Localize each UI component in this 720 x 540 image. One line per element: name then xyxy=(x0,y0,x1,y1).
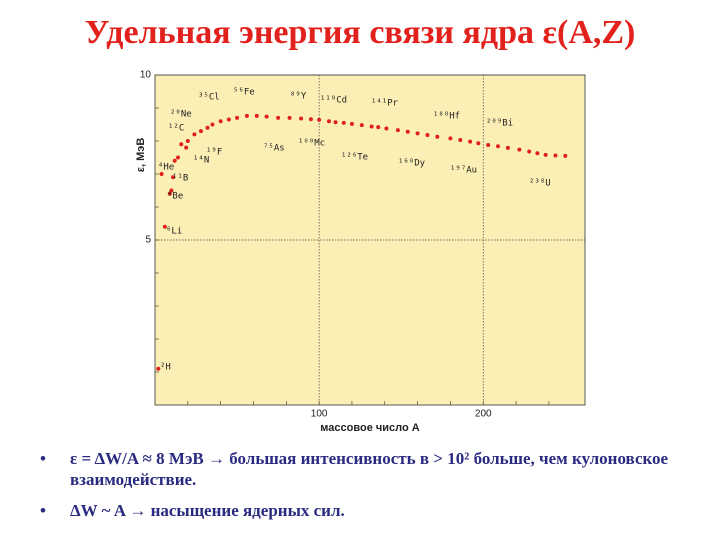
data-point xyxy=(535,151,540,156)
isotope-label: ¹⁶⁰Dy xyxy=(398,159,426,169)
isotope-label: ¹⁸⁰Hf xyxy=(433,112,460,122)
y-tick-label: 10 xyxy=(140,70,152,81)
isotope-label: ¹⁰⁰Mc xyxy=(298,139,325,149)
data-point xyxy=(326,119,331,124)
data-point xyxy=(376,125,381,130)
data-point xyxy=(218,119,223,124)
bullet: ε = ΔW/A ≈ 8 МэВ → большая интенсивность… xyxy=(40,448,680,490)
isotope-label: ⁸⁹Y xyxy=(290,92,307,102)
data-point xyxy=(226,117,231,122)
isotope-label: ¹⁹⁷Au xyxy=(450,166,477,176)
data-point xyxy=(287,115,292,120)
data-point xyxy=(192,132,197,137)
bullet-list: ε = ΔW/A ≈ 8 МэВ → большая интенсивность… xyxy=(40,448,680,531)
data-point xyxy=(167,191,172,196)
data-point xyxy=(175,155,180,160)
isotope-label: ¹²C xyxy=(168,124,184,134)
y-tick-label: 5 xyxy=(145,235,151,246)
isotope-label: ²⁰Ne xyxy=(170,110,192,120)
bullet: ΔW ~ A → насыщение ядерных сил. xyxy=(40,500,680,521)
isotope-label: ²³⁸U xyxy=(529,179,551,189)
isotope-label: ⁷⁵As xyxy=(263,144,285,154)
data-point xyxy=(543,152,548,157)
isotope-label: ¹²⁶Te xyxy=(341,153,368,163)
data-point xyxy=(448,136,453,141)
data-point xyxy=(244,113,249,118)
data-point xyxy=(299,116,304,121)
isotope-label: ⁹Be xyxy=(167,192,183,202)
slide-title: Удельная энергия связи ядра ε(A,Z) xyxy=(84,14,636,51)
data-point xyxy=(317,117,322,122)
data-point xyxy=(235,115,240,120)
data-point xyxy=(171,175,176,180)
data-point xyxy=(156,366,161,371)
data-point xyxy=(184,145,189,150)
data-point xyxy=(179,142,184,147)
y-axis-label: ε, МэВ xyxy=(135,138,147,173)
data-point xyxy=(435,134,440,139)
data-point xyxy=(308,117,313,122)
data-point xyxy=(162,224,167,229)
x-tick-label: 100 xyxy=(311,409,328,420)
isotope-label: ¹⁴N xyxy=(193,156,209,166)
data-point xyxy=(159,172,164,176)
data-point xyxy=(254,113,259,118)
isotope-label: ¹⁴¹Pr xyxy=(371,99,399,109)
data-point xyxy=(264,114,269,119)
data-point xyxy=(486,142,491,147)
data-point xyxy=(384,126,389,131)
data-point xyxy=(172,158,177,163)
isotope-label: ⁵⁶Fe xyxy=(233,88,255,98)
isotope-label: ²H xyxy=(160,363,171,373)
data-point xyxy=(395,128,400,133)
data-point xyxy=(359,123,364,128)
isotope-label: ⁴He xyxy=(158,163,174,173)
data-point xyxy=(476,141,481,146)
data-point xyxy=(185,139,190,143)
isotope-label: ³⁵Cl xyxy=(198,93,220,103)
isotope-label: ¹¹⁰Cd xyxy=(320,96,347,106)
data-point xyxy=(369,124,374,129)
data-point xyxy=(563,153,568,158)
data-point xyxy=(496,144,501,149)
x-tick-label: 200 xyxy=(475,409,492,420)
data-point xyxy=(527,149,532,154)
data-point xyxy=(333,120,338,125)
data-point xyxy=(458,138,463,143)
data-point xyxy=(405,129,410,134)
data-point xyxy=(505,145,510,150)
isotope-label: ¹⁹F xyxy=(206,148,222,158)
chart: 5 10 100 200 массовое число A ε, МэВ ²H ⁴He ⁶Li ⁹… xyxy=(135,70,586,434)
data-point xyxy=(553,153,558,158)
isotope-label: ¹¹B xyxy=(172,174,188,184)
data-point xyxy=(276,115,281,120)
data-point xyxy=(205,125,210,130)
data-point xyxy=(415,131,420,136)
x-axis-label: массовое число A xyxy=(320,422,419,434)
data-point xyxy=(425,133,430,138)
data-point xyxy=(341,120,346,125)
isotope-label: ⁶Li xyxy=(166,227,182,237)
data-point xyxy=(169,188,174,193)
data-point xyxy=(468,139,473,144)
data-point xyxy=(349,121,354,126)
data-point xyxy=(517,147,522,152)
isotope-label: ²⁰⁹Bi xyxy=(486,119,513,129)
data-point xyxy=(198,129,203,134)
data-point xyxy=(210,122,215,127)
